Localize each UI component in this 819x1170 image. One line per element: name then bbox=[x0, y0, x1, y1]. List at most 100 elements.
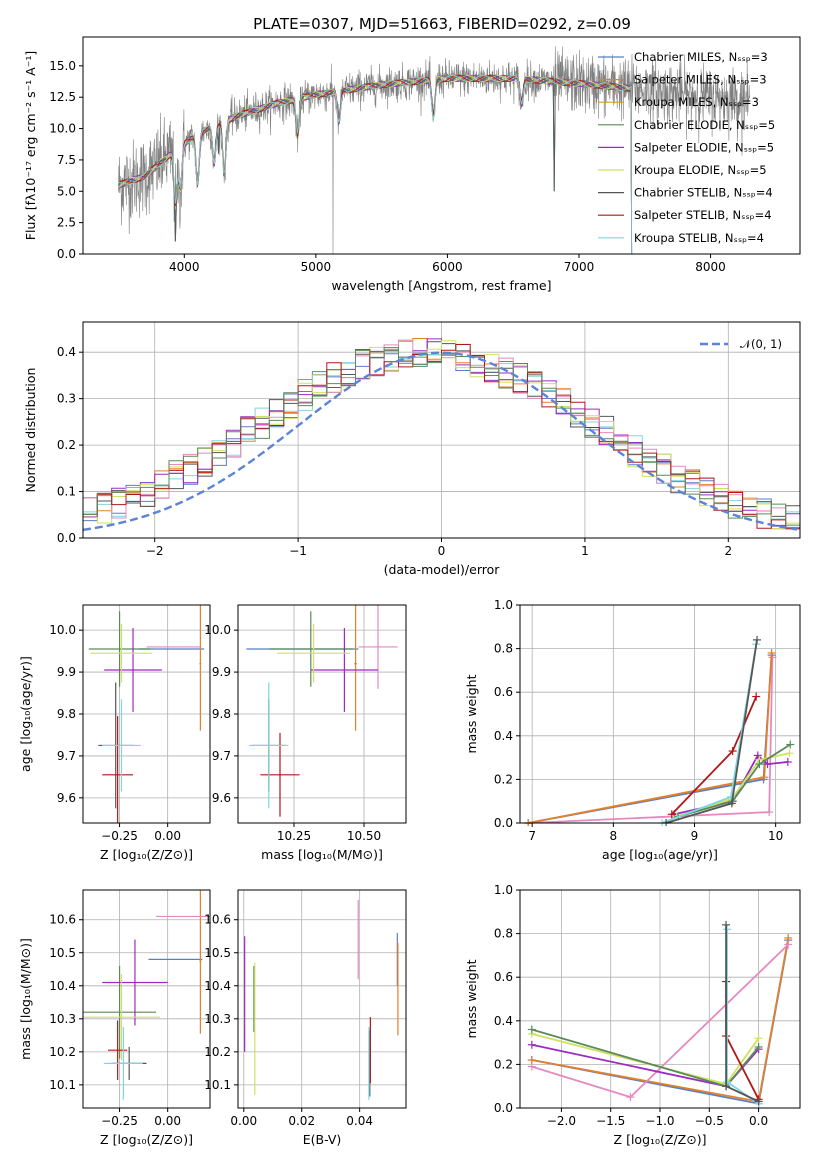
error-cross bbox=[354, 605, 357, 731]
x-tick-label: 2 bbox=[724, 544, 732, 558]
spectrum-plot-area bbox=[118, 46, 751, 254]
y-axis-label: mass weight bbox=[464, 959, 479, 1038]
y-tick-label: 9.7 bbox=[212, 749, 231, 763]
model-spectrum-line bbox=[118, 74, 633, 254]
weight-marker bbox=[667, 810, 676, 819]
y-tick-label: 0.6 bbox=[494, 685, 513, 699]
weight-marker bbox=[786, 740, 795, 749]
x-axis-label: (data-model)/error bbox=[384, 562, 501, 577]
weight-marker bbox=[626, 1093, 635, 1102]
y-tick-label: 15.0 bbox=[49, 59, 76, 73]
y-tick-label: 0.1 bbox=[57, 485, 76, 499]
error-cross bbox=[90, 623, 153, 683]
legend-entry: Salpeter ELODIE, Nₛₛₚ=5 bbox=[634, 140, 774, 154]
error-cross bbox=[277, 623, 350, 683]
y-axis-label: age [log₁₀(age/yr)] bbox=[18, 656, 33, 772]
x-tick-label: 0.02 bbox=[288, 1114, 315, 1128]
legend-entry: Kroupa ELODIE, Nₛₛₚ=5 bbox=[634, 163, 767, 177]
error-cross bbox=[268, 611, 353, 687]
weight-marker bbox=[765, 808, 774, 817]
weight-marker bbox=[527, 1062, 536, 1071]
legend-entry: Kroupa STELIB, Nₛₛₚ=4 bbox=[634, 231, 764, 245]
y-tick-label: 1.0 bbox=[494, 883, 513, 897]
y-tick-label: 9.9 bbox=[212, 665, 231, 679]
x-tick-label: 10 bbox=[768, 829, 783, 843]
y-tick-label: 12.5 bbox=[49, 90, 76, 104]
x-axis-label: age [log₁₀(age/yr)] bbox=[602, 847, 718, 862]
y-tick-label: 2.5 bbox=[57, 216, 76, 230]
spectrum-panel: 4000 5000 6000 7000 8000 0.0 2.5 5.0 7.5 10.0 12.5… bbox=[23, 36, 801, 293]
y-tick-label: 10.5 bbox=[49, 946, 76, 960]
legend-entry: Kroupa MILES, Nₛₛₚ=3 bbox=[634, 95, 759, 109]
y-tick-label: 10.6 bbox=[204, 913, 231, 927]
x-tick-label: 4000 bbox=[169, 260, 200, 274]
x-tick-label: 0.0 bbox=[749, 1114, 768, 1128]
y-tick-label: 0.8 bbox=[494, 927, 513, 941]
weight-marker bbox=[785, 749, 794, 758]
weight-marker bbox=[728, 747, 737, 756]
weight-marker bbox=[755, 760, 764, 769]
crosses-plot-area bbox=[83, 890, 210, 1100]
ebv-mass-panel: 0.00 0.02 0.04 10.1 10.2 10.3 10.4 10.5 10.6 E(B-… bbox=[204, 889, 407, 1147]
y-tick-label: 10.5 bbox=[204, 946, 231, 960]
weight-marker bbox=[754, 1042, 763, 1051]
x-tick-label: −0.5 bbox=[695, 1114, 724, 1128]
y-axis-label: Flux [fλ10⁻¹⁷ erg cm⁻² s⁻¹ A⁻¹] bbox=[23, 51, 38, 240]
crosses-plot-area bbox=[244, 899, 399, 1100]
legend-entry: Salpeter STELIB, Nₛₛₚ=4 bbox=[634, 208, 772, 222]
error-cross bbox=[102, 939, 168, 1026]
y-tick-label: 9.6 bbox=[212, 791, 231, 805]
x-tick-label: 0 bbox=[438, 544, 446, 558]
x-tick-label: −0.25 bbox=[101, 1114, 138, 1128]
x-tick-label: 9 bbox=[691, 829, 699, 843]
y-tick-label: 0.4 bbox=[494, 1014, 513, 1028]
y-tick-label: 10.4 bbox=[204, 979, 231, 993]
residuals-panel: −2 −1 0 1 2 0.0 0.1 0.2 0.3 0.4 (data-model)/error… bbox=[23, 321, 801, 577]
y-tick-label: 9.7 bbox=[57, 749, 76, 763]
y-tick-label: 5.0 bbox=[57, 184, 76, 198]
x-axis-label: Z [log₁₀(Z/Z⊙)] bbox=[100, 1132, 193, 1147]
y-tick-label: 7.5 bbox=[57, 153, 76, 167]
weight-line bbox=[725, 924, 759, 1103]
y-axis-label: mass [log₁₀(M/M⊙)] bbox=[18, 938, 33, 1060]
legend-entry: Chabrier MILES, Nₛₛₚ=3 bbox=[634, 50, 768, 64]
weight-marker bbox=[754, 1034, 763, 1043]
x-tick-label: 0.00 bbox=[154, 1114, 181, 1128]
y-tick-label: 0.2 bbox=[57, 438, 76, 452]
model-spectrum-line bbox=[118, 74, 633, 254]
error-cross bbox=[102, 699, 141, 792]
error-cross bbox=[249, 682, 289, 809]
weight-line bbox=[671, 696, 758, 815]
weight-marker bbox=[723, 1077, 732, 1086]
weight-marker bbox=[722, 920, 731, 929]
y-tick-label: 10.3 bbox=[49, 1012, 76, 1026]
y-tick-label: 10.0 bbox=[204, 623, 231, 637]
error-cross bbox=[358, 605, 398, 689]
age-weight-panel: 7 8 9 10 0.0 0.2 0.4 0.6 0.8 1.0 age [log₁₀(age/yr… bbox=[464, 598, 801, 862]
x-tick-label: 8000 bbox=[695, 260, 726, 274]
y-tick-label: 1.0 bbox=[494, 598, 513, 612]
y-tick-label: 0.6 bbox=[494, 970, 513, 984]
weight-marker bbox=[753, 751, 762, 760]
error-cross bbox=[199, 605, 202, 731]
weight-marker bbox=[754, 1097, 763, 1106]
x-axis-label: wavelength [Angstrom, rest frame] bbox=[331, 278, 551, 293]
error-cross bbox=[108, 1020, 128, 1080]
legend-entry: Chabrier STELIB, Nₛₛₚ=4 bbox=[634, 186, 773, 200]
axes-frame bbox=[82, 36, 801, 255]
weight-line bbox=[678, 743, 791, 818]
y-tick-label: 0.4 bbox=[494, 729, 513, 743]
y-tick-label: 0.8 bbox=[494, 642, 513, 656]
weight-marker bbox=[783, 757, 792, 766]
error-cross bbox=[104, 1027, 143, 1100]
weight-marker bbox=[752, 692, 761, 701]
axes-frame bbox=[237, 889, 407, 1109]
error-cross bbox=[260, 732, 300, 817]
x-tick-label: 8 bbox=[610, 829, 618, 843]
y-tick-label: 10.2 bbox=[49, 1045, 76, 1059]
y-tick-label: 0.4 bbox=[57, 345, 76, 359]
axes-frame bbox=[82, 889, 211, 1109]
z-age-panel: −0.25 0.00 9.6 9.7 9.8 9.9 10.0 Z [log₁₀(Z/Z⊙)]… bbox=[18, 604, 211, 862]
x-tick-label: 0.00 bbox=[230, 1114, 257, 1128]
